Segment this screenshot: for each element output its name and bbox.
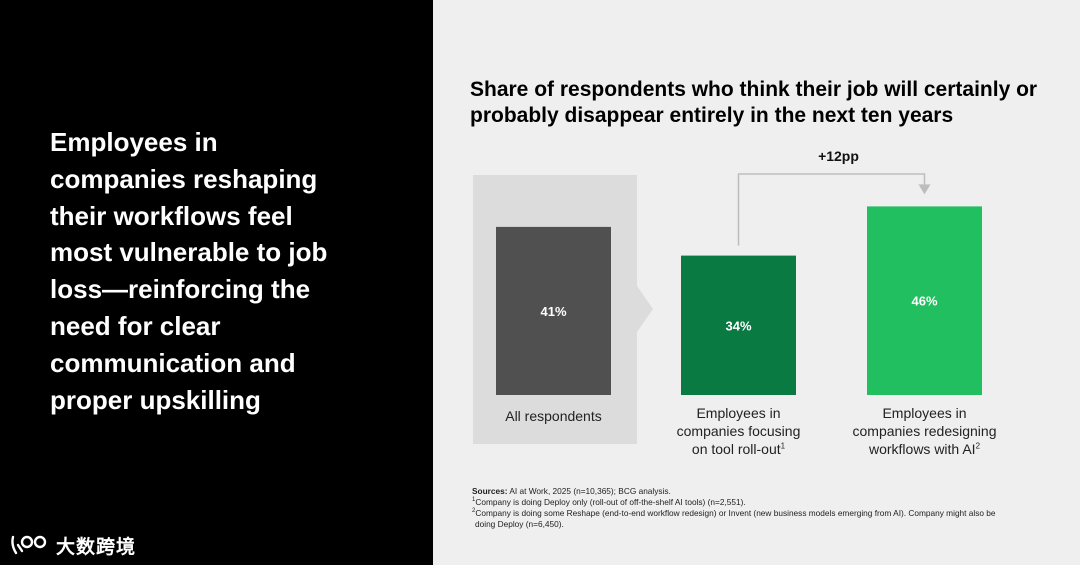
comparison-connector xyxy=(737,173,926,246)
left-panel xyxy=(0,0,433,565)
bar-1 xyxy=(496,226,611,395)
category-label-2: Employees in companies focusing on tool ro… xyxy=(676,405,801,457)
sources-line: Sources: AI at Work, 2025 (n=10,365); BC… xyxy=(472,486,1062,497)
comparison-arrowhead xyxy=(918,184,931,195)
brand-logo: 大数跨境 xyxy=(10,530,136,560)
bar-2 xyxy=(681,255,796,395)
sources-label: Sources: xyxy=(472,486,508,496)
logo-text: 大数跨境 xyxy=(56,535,137,558)
bar-value-label-3: 46% xyxy=(911,294,937,309)
sources-footnote: Sources: AI at Work, 2025 (n=10,365); BC… xyxy=(472,486,1062,530)
bar-chart: 41% 34% 46% +12pp xyxy=(473,148,982,444)
category-label-1: All respondents xyxy=(505,408,602,424)
footnote-2-continued: doing Deploy (n=6,450). xyxy=(475,519,564,529)
logo-mark-icon xyxy=(11,535,47,555)
chart-title: Share of respondents who think their job… xyxy=(470,78,1038,127)
bar-value-label-1: 41% xyxy=(540,304,566,319)
footnote-2: 2Company is doing some Reshape (end-to-e… xyxy=(472,508,996,518)
sources-text: AI at Work, 2025 (n=10,365); BCG analysi… xyxy=(509,486,671,496)
footnote-1: 1Company is doing Deploy only (roll-out … xyxy=(472,497,746,507)
category-label-3: Employees in companies redesigning workflo… xyxy=(852,405,997,457)
headline: Employees in companies reshaping their w… xyxy=(50,127,328,415)
bar-value-label-2: 34% xyxy=(725,318,751,333)
bar-3 xyxy=(867,206,982,395)
difference-annotation: +12pp xyxy=(818,148,859,164)
